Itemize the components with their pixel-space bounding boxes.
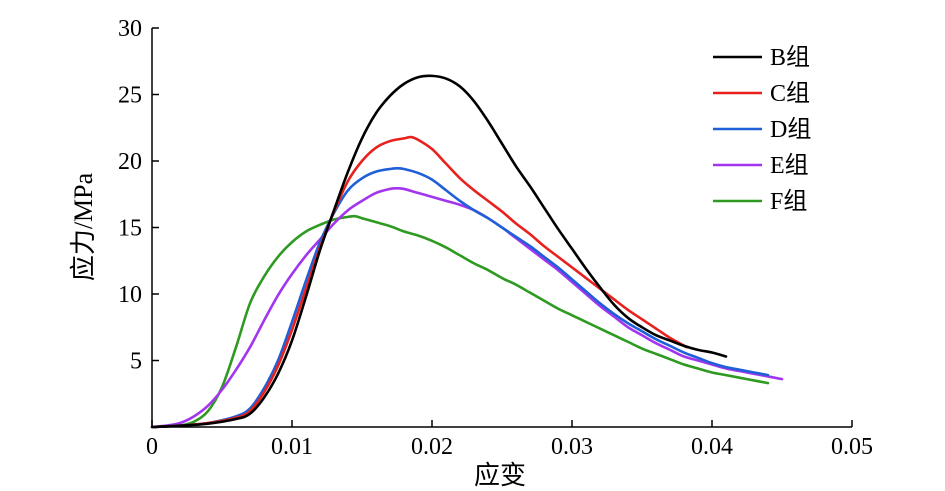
legend: B组 C组 D组 E组 F组	[713, 44, 811, 215]
legend-label-3: E组	[770, 152, 809, 179]
legend-label-1: C组	[770, 80, 810, 107]
y-tick-label: 15	[118, 216, 142, 242]
y-tick-label: 20	[118, 149, 142, 175]
series-line-0	[150, 74, 728, 429]
x-tick-label: 0.05	[831, 434, 873, 460]
y-tick-label: 5	[130, 349, 142, 375]
legend-label-4: F组	[770, 188, 807, 215]
y-tick-label: 30	[118, 16, 142, 42]
series-line-2	[150, 167, 770, 429]
ticks: 0 0.01 0.02 0.03 0.04 0.05 5 10 15 20 25 30	[118, 16, 873, 460]
series-line-4	[150, 214, 770, 429]
series-line-3	[150, 186, 784, 429]
y-tick-label: 25	[118, 83, 142, 109]
x-tick-label: 0.04	[691, 434, 733, 460]
x-tick-label: 0	[146, 434, 158, 460]
x-tick-label: 0.02	[411, 434, 453, 460]
series-line-1	[150, 135, 689, 429]
x-axis-title: 应变	[474, 461, 526, 490]
legend-label-0: B组	[770, 44, 810, 71]
x-tick-label: 0.01	[271, 434, 313, 460]
legend-label-2: D组	[770, 116, 811, 143]
x-tick-label: 0.03	[551, 434, 593, 460]
y-tick-label: 10	[118, 282, 142, 308]
y-axis-title: 应力/MPa	[69, 172, 98, 281]
plot-lines	[150, 74, 784, 429]
